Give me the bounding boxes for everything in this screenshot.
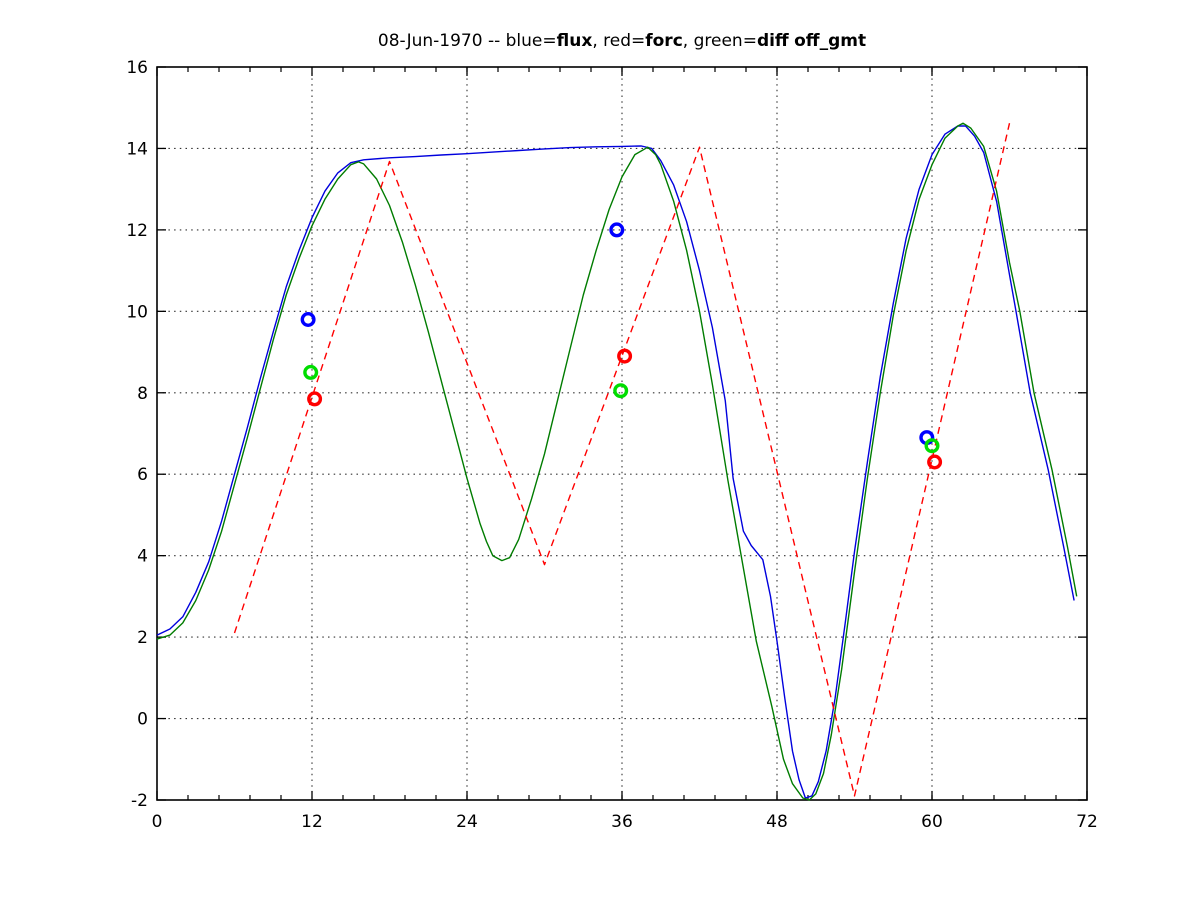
x-tick-label-72: 72 — [1076, 812, 1098, 832]
series-diff-line — [156, 122, 1078, 801]
title-segment-flux: flux — [556, 31, 593, 51]
title-segment: 08-Jun-1970 -- blue= — [377, 31, 557, 51]
x-tick-label-24: 24 — [456, 812, 478, 832]
marker-forc-obs — [617, 348, 633, 364]
title-segment-diff: diff — [756, 31, 789, 51]
y-tick-label-16: 16 — [126, 58, 148, 78]
marker-diff-obs — [924, 438, 940, 454]
y-tick-label-8: 8 — [137, 384, 148, 404]
markers-flux-obs — [300, 222, 935, 446]
y-tick-label-6: 6 — [137, 465, 148, 485]
y-tick-label-14: 14 — [126, 139, 148, 159]
markers-forc-obs — [307, 348, 943, 470]
marker-forc-obs — [927, 454, 943, 470]
title-segment: , red= — [592, 31, 646, 51]
series-flux-line — [156, 125, 1075, 799]
x-tick-label-0: 0 — [152, 812, 163, 832]
x-tick-label-12: 12 — [301, 812, 323, 832]
x-tick-label-60: 60 — [921, 812, 943, 832]
title-segment: , green= — [682, 31, 757, 51]
title-segment-offgmt: off_gmt — [794, 31, 867, 51]
y-tick-label-10: 10 — [126, 302, 148, 322]
title-segment-forc: forc — [645, 31, 683, 51]
x-tick-label-48: 48 — [766, 812, 788, 832]
marker-flux-obs — [300, 312, 316, 328]
y-tick-label-12: 12 — [126, 221, 148, 241]
chart-title: 08-Jun-1970 -- blue=flux, red=forc, gree… — [157, 31, 1087, 51]
axes-box — [156, 66, 1088, 801]
marker-forc-obs — [307, 391, 323, 407]
y-tick-label-4: 4 — [137, 547, 148, 567]
y-tick-label-2: 2 — [137, 628, 148, 648]
series-forc-line — [233, 123, 1011, 797]
markers-diff-obs — [303, 364, 940, 454]
y-tick-label--2: -2 — [131, 791, 148, 811]
y-tick-label-0: 0 — [137, 710, 148, 730]
marker-flux-obs — [609, 222, 625, 238]
x-tick-label-36: 36 — [611, 812, 633, 832]
marker-diff-obs — [303, 364, 319, 380]
marker-diff-obs — [613, 383, 629, 399]
